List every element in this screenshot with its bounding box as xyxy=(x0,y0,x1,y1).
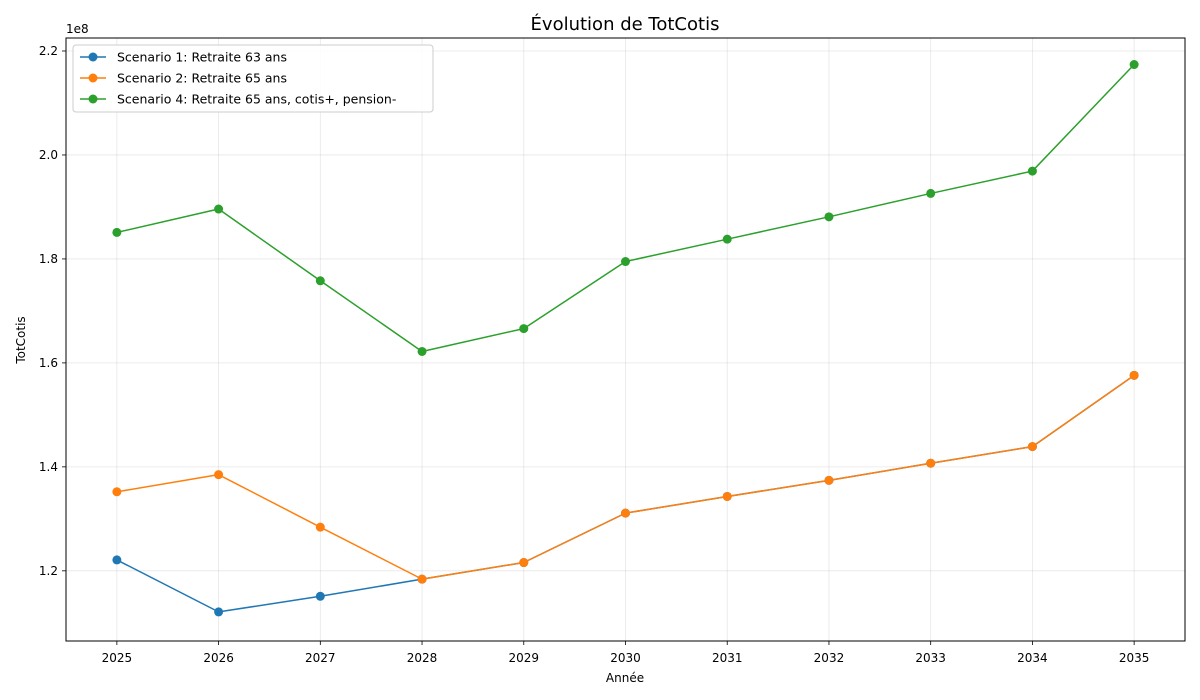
legend-box xyxy=(72,44,434,113)
legend-label-1: Scenario 1: Retraite 63 ans xyxy=(117,50,287,65)
series-2-point xyxy=(315,522,325,532)
x-tick-label: 2033 xyxy=(915,651,946,665)
x-tick-label: 2030 xyxy=(610,651,641,665)
series-2-point xyxy=(1027,442,1037,452)
x-tick-label: 2026 xyxy=(203,651,234,665)
y-tick-label: 2.0 xyxy=(39,148,58,162)
x-tick-label: 2027 xyxy=(305,651,336,665)
x-tick-label: 2028 xyxy=(407,651,438,665)
y-offset-label: 1e8 xyxy=(66,22,89,36)
legend-marker-2 xyxy=(88,73,98,83)
chart-title: Évolution de TotCotis xyxy=(531,13,720,35)
x-tick-label: 2034 xyxy=(1017,651,1048,665)
series-2-point xyxy=(722,491,732,501)
series-3-point xyxy=(722,234,732,244)
y-tick-label: 1.2 xyxy=(39,564,58,578)
series-2-point xyxy=(621,508,630,518)
x-tick-label: 2035 xyxy=(1119,651,1150,665)
y-axis-title: TotCotis xyxy=(14,316,28,364)
grid xyxy=(66,38,1185,641)
axes: 2025 2026 2027 2028 2029 2030 2031 2032 2033 2034… xyxy=(39,44,1150,665)
y-tick-label: 2.2 xyxy=(39,44,58,58)
series-3-point xyxy=(519,324,529,334)
series-3-point xyxy=(214,204,224,214)
series-2-point xyxy=(926,458,936,468)
x-tick-label: 2025 xyxy=(102,651,133,665)
series-2-point xyxy=(519,558,529,568)
x-tick-label: 2031 xyxy=(712,651,743,665)
series-2-point xyxy=(112,487,122,497)
y-tick-label: 1.4 xyxy=(39,460,58,474)
y-tick-label: 1.8 xyxy=(39,252,58,266)
series-3-point xyxy=(417,346,427,356)
x-axis-title: Année xyxy=(606,671,644,685)
series-1-point xyxy=(112,555,122,565)
series-3-point xyxy=(824,212,834,222)
y-tick-label: 1.6 xyxy=(39,356,58,370)
x-tick-label: 2032 xyxy=(814,651,845,665)
series-2-point xyxy=(417,574,427,584)
series-2-point xyxy=(824,475,834,485)
legend-marker-1 xyxy=(88,52,98,62)
series-1-point xyxy=(214,607,224,617)
legend-label-3: Scenario 4: Retraite 65 ans, cotis+, pen… xyxy=(117,92,396,107)
legend-marker-3 xyxy=(88,94,98,104)
series-3-point xyxy=(112,227,122,237)
legend: Scenario 1: Retraite 63 ans Scenario 2: R… xyxy=(72,44,434,113)
series-3-point xyxy=(621,257,630,267)
series-1-point xyxy=(315,591,325,601)
series-2-point xyxy=(1129,370,1139,380)
series-2-point xyxy=(214,470,224,480)
series-3-point xyxy=(926,188,936,198)
series-3-point xyxy=(1129,60,1139,70)
legend-label-2: Scenario 2: Retraite 65 ans xyxy=(117,71,287,86)
series xyxy=(112,60,1139,617)
series-3-point xyxy=(1027,166,1037,176)
series-3-point xyxy=(315,276,325,286)
x-tick-label: 2029 xyxy=(508,651,539,665)
